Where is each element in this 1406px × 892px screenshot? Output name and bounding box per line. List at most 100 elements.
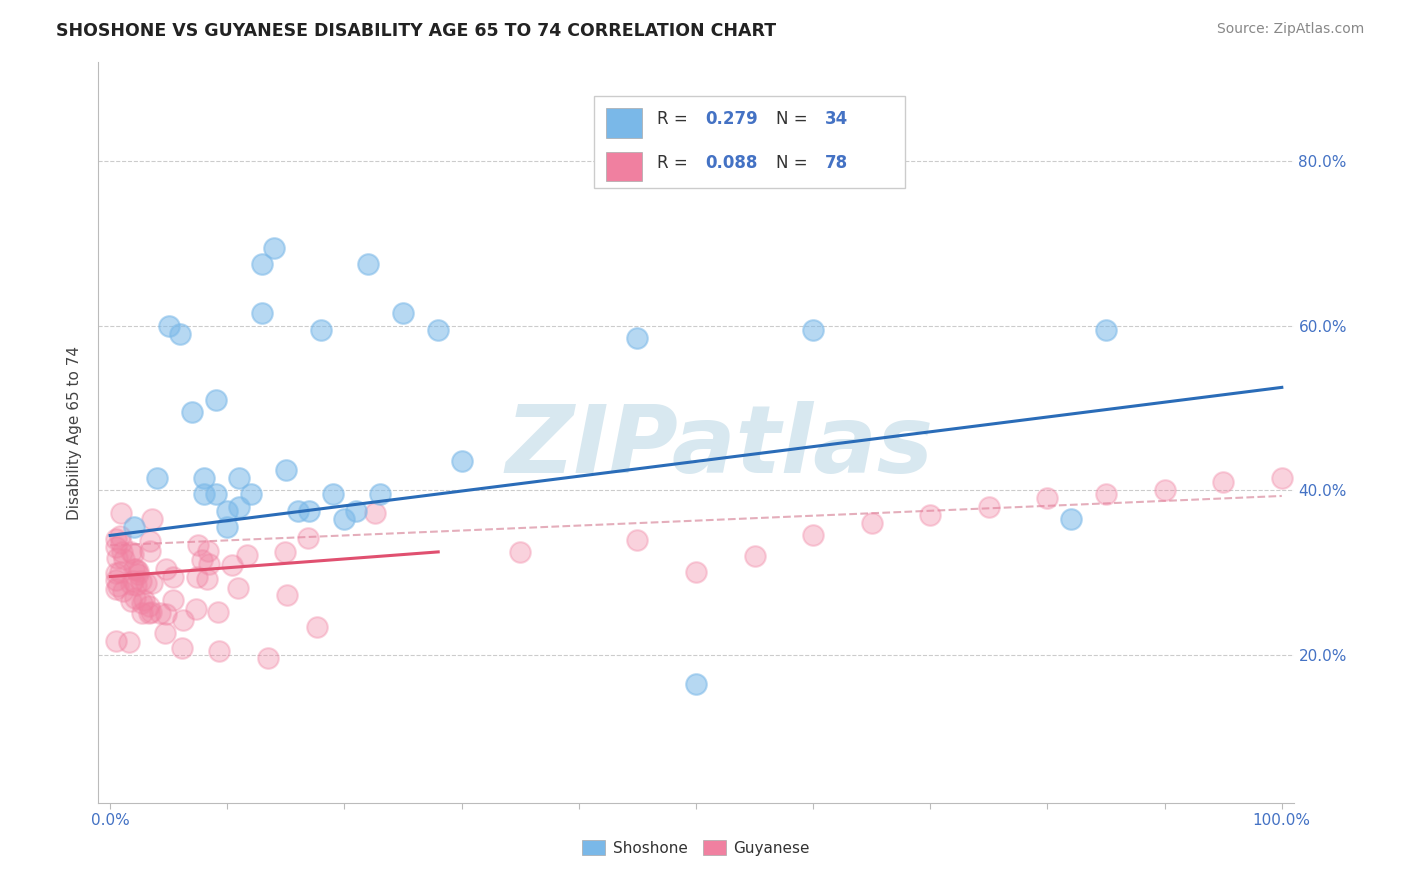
Point xyxy=(685,566,707,580)
Point xyxy=(112,552,135,566)
Point xyxy=(276,588,298,602)
Point xyxy=(155,607,177,621)
Point xyxy=(450,454,472,468)
Point xyxy=(626,533,648,547)
Point xyxy=(105,566,128,580)
Point xyxy=(141,575,163,590)
Point xyxy=(122,574,145,589)
Text: N =: N = xyxy=(776,111,813,128)
Point xyxy=(204,487,226,501)
Point xyxy=(1095,323,1118,337)
Point xyxy=(181,405,204,419)
Point xyxy=(118,635,141,649)
Point xyxy=(226,581,249,595)
Point xyxy=(153,626,176,640)
Point xyxy=(221,558,243,573)
Point xyxy=(217,520,239,534)
Point xyxy=(112,584,135,599)
Point xyxy=(105,582,128,596)
Point xyxy=(110,529,132,543)
FancyBboxPatch shape xyxy=(606,108,643,138)
Point xyxy=(1060,512,1083,526)
Text: R =: R = xyxy=(657,154,693,172)
Point xyxy=(131,606,153,620)
Point xyxy=(217,504,239,518)
Point xyxy=(149,606,172,620)
Point xyxy=(184,602,207,616)
Point xyxy=(108,565,131,579)
Point xyxy=(1095,487,1118,501)
Point xyxy=(124,562,146,576)
Point xyxy=(197,557,219,571)
Point xyxy=(105,551,128,566)
Point xyxy=(860,516,883,530)
Point xyxy=(228,500,250,514)
Point xyxy=(252,257,274,271)
Text: 78: 78 xyxy=(825,154,848,172)
Point xyxy=(141,511,163,525)
Point xyxy=(298,504,321,518)
Point xyxy=(207,605,229,619)
Point xyxy=(121,545,143,559)
Point xyxy=(228,471,250,485)
Point xyxy=(305,620,328,634)
Point xyxy=(744,549,766,563)
FancyBboxPatch shape xyxy=(606,152,643,181)
Point xyxy=(134,593,156,607)
Point xyxy=(195,572,218,586)
Text: ZIPatlas: ZIPatlas xyxy=(506,401,934,493)
Point xyxy=(977,500,1000,514)
Text: 0.279: 0.279 xyxy=(706,111,758,128)
Point xyxy=(122,520,145,534)
Point xyxy=(193,487,215,501)
Point xyxy=(172,613,194,627)
Point xyxy=(364,506,387,520)
Point xyxy=(105,633,128,648)
FancyBboxPatch shape xyxy=(595,95,905,188)
Point xyxy=(157,318,180,333)
Point xyxy=(169,326,191,341)
Point xyxy=(105,540,128,554)
Point xyxy=(322,487,344,501)
Point xyxy=(186,570,208,584)
Point xyxy=(138,599,160,613)
Point xyxy=(139,544,162,558)
Point xyxy=(204,392,226,407)
Point xyxy=(138,606,160,620)
Point xyxy=(162,593,184,607)
Point xyxy=(920,508,942,522)
Text: 0.088: 0.088 xyxy=(706,154,758,172)
Point xyxy=(129,574,152,588)
Point xyxy=(344,504,367,518)
Point xyxy=(309,323,332,337)
Point xyxy=(135,575,157,590)
Point xyxy=(139,533,162,548)
Point xyxy=(127,564,149,578)
Point xyxy=(110,506,132,520)
Text: Source: ZipAtlas.com: Source: ZipAtlas.com xyxy=(1216,22,1364,37)
Text: SHOSHONE VS GUYANESE DISABILITY AGE 65 TO 74 CORRELATION CHART: SHOSHONE VS GUYANESE DISABILITY AGE 65 T… xyxy=(56,22,776,40)
Point xyxy=(193,471,215,485)
Point xyxy=(197,544,219,558)
Point xyxy=(110,535,132,549)
Point xyxy=(252,306,274,320)
Point xyxy=(392,306,415,320)
Point xyxy=(105,573,128,587)
Point xyxy=(120,594,142,608)
Point xyxy=(121,547,143,561)
Point xyxy=(257,651,280,665)
Point xyxy=(127,566,149,581)
Point xyxy=(509,545,531,559)
Point xyxy=(162,570,184,584)
Point xyxy=(131,596,153,610)
Point xyxy=(274,462,297,476)
Point xyxy=(287,504,309,518)
Point xyxy=(111,545,134,559)
Point xyxy=(368,487,391,501)
Point xyxy=(1212,475,1234,489)
Point xyxy=(125,577,148,591)
Point xyxy=(626,331,648,345)
Point xyxy=(333,512,356,526)
Point xyxy=(146,471,169,485)
Point xyxy=(427,323,450,337)
